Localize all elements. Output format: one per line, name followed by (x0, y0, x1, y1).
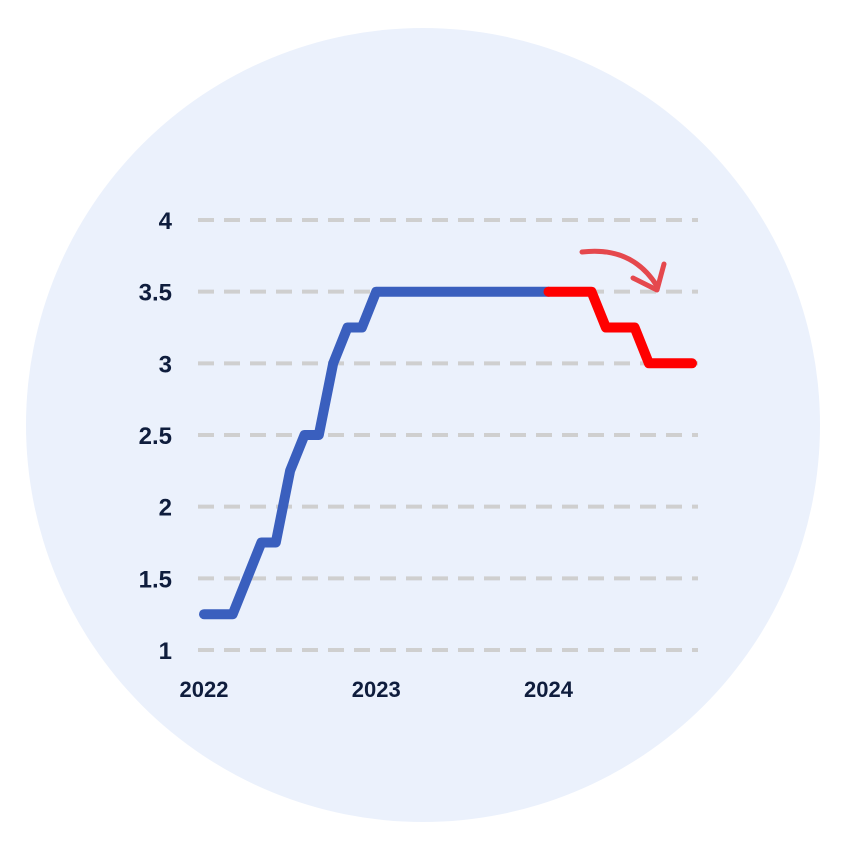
y-tick-label: 3 (159, 351, 172, 378)
series-line-1 (199, 286, 554, 620)
series-line-2 (543, 286, 697, 369)
y-axis: 1 1.5 2 2.5 3 3.5 4 (139, 208, 173, 665)
annotation-layer (579, 248, 667, 293)
background-circle (26, 28, 820, 822)
x-tick-label: 2024 (524, 677, 574, 702)
y-tick-label: 2.5 (139, 423, 172, 450)
x-axis: 2022 2023 2024 (180, 677, 574, 702)
series-layer (199, 286, 697, 620)
x-tick-label: 2023 (352, 677, 401, 702)
y-tick-label: 1.5 (139, 566, 172, 593)
grid (198, 218, 698, 652)
x-tick-label: 2022 (180, 677, 229, 702)
y-tick-label: 1 (159, 638, 172, 665)
y-tick-label: 4 (159, 208, 173, 235)
curved-arrow (579, 248, 660, 289)
y-tick-label: 2 (159, 495, 172, 522)
y-tick-label: 3.5 (139, 280, 172, 307)
arrow-head (630, 261, 667, 293)
